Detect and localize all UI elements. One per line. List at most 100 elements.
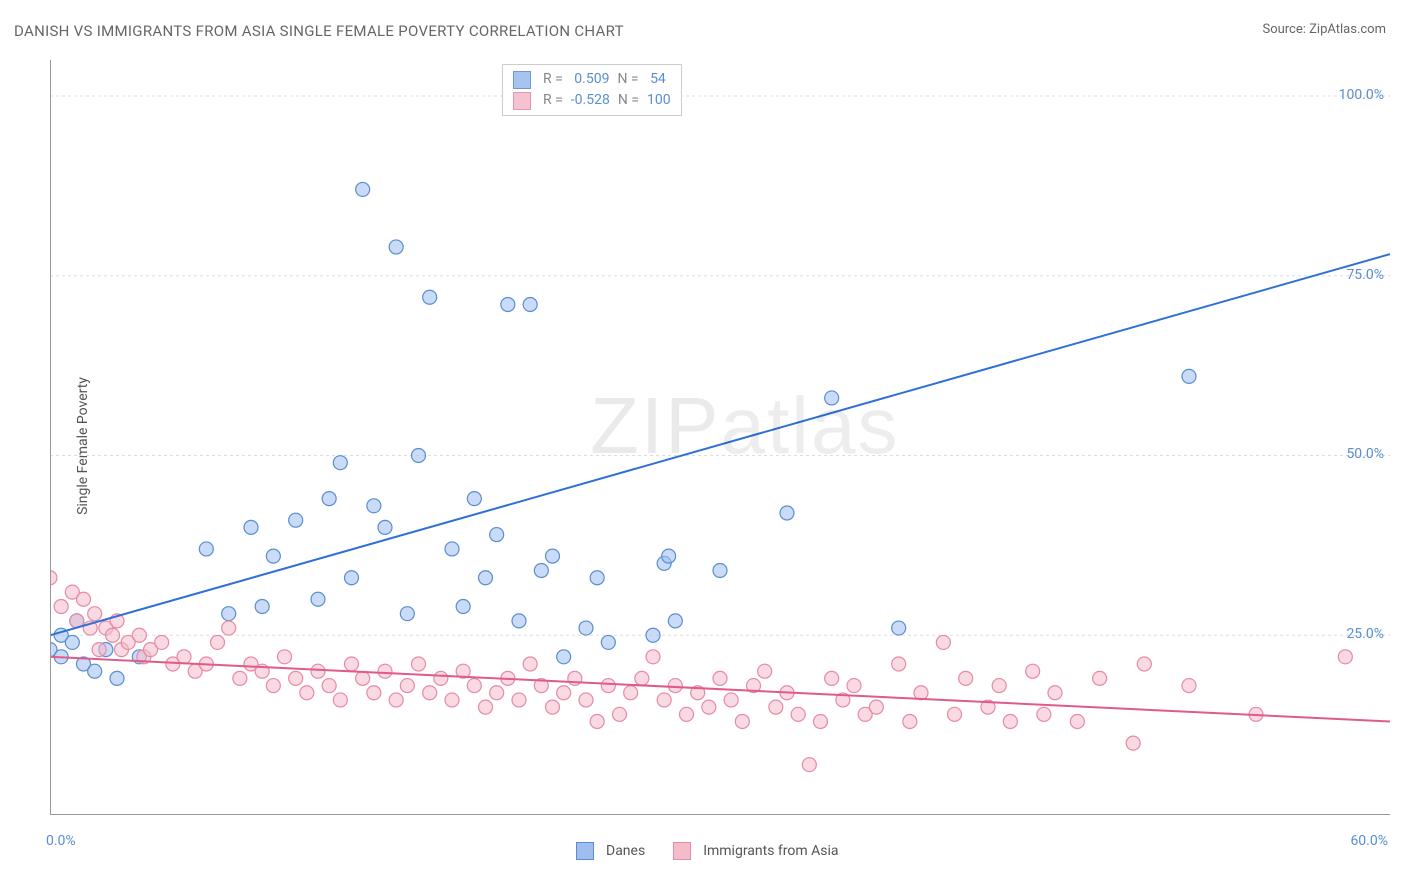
data-point: [77, 592, 91, 606]
data-point: [412, 657, 426, 671]
data-point: [289, 671, 303, 685]
stats-row: R = -0.528 N = 100: [513, 90, 671, 111]
data-point: [333, 693, 347, 707]
data-point: [389, 240, 403, 254]
chart-title: DANISH VS IMMIGRANTS FROM ASIA SINGLE FE…: [14, 22, 624, 40]
data-point: [579, 693, 593, 707]
data-point: [479, 700, 493, 714]
legend-item: Immigrants from Asia: [673, 842, 838, 860]
data-point: [590, 715, 604, 729]
data-point: [289, 513, 303, 527]
data-point: [389, 693, 403, 707]
data-point: [300, 686, 314, 700]
data-point: [959, 671, 973, 685]
data-point: [903, 715, 917, 729]
legend-swatch: [576, 842, 594, 860]
data-point: [1026, 664, 1040, 678]
data-point: [869, 700, 883, 714]
data-point: [233, 671, 247, 685]
data-point: [211, 635, 225, 649]
data-point: [378, 520, 392, 534]
data-point: [434, 671, 448, 685]
data-point: [266, 679, 280, 693]
data-point: [445, 693, 459, 707]
data-point: [546, 549, 560, 563]
y-tick-label: 100.0%: [1339, 87, 1384, 103]
data-point: [345, 571, 359, 585]
data-point: [266, 549, 280, 563]
data-point: [244, 520, 258, 534]
data-point: [345, 657, 359, 671]
data-point: [255, 599, 269, 613]
y-tick-label: 25.0%: [1346, 626, 1384, 642]
data-point: [646, 628, 660, 642]
y-tick-label: 50.0%: [1346, 446, 1384, 462]
chart-container: DANISH VS IMMIGRANTS FROM ASIA SINGLE FE…: [0, 0, 1406, 892]
data-point: [490, 686, 504, 700]
data-point: [50, 571, 57, 585]
data-point: [54, 599, 68, 613]
data-point: [791, 707, 805, 721]
data-point: [680, 707, 694, 721]
data-point: [378, 664, 392, 678]
data-point: [523, 657, 537, 671]
chart-source: Source: ZipAtlas.com: [1262, 22, 1386, 37]
data-point: [412, 448, 426, 462]
data-point: [892, 621, 906, 635]
chart-legend: Danes Immigrants from Asia: [576, 842, 839, 860]
data-point: [88, 607, 102, 621]
data-point: [512, 614, 526, 628]
data-point: [1048, 686, 1062, 700]
data-point: [601, 679, 615, 693]
data-point: [155, 635, 169, 649]
data-point: [1093, 671, 1107, 685]
legend-label: Immigrants from Asia: [703, 843, 838, 859]
data-point: [662, 549, 676, 563]
source-name: ZipAtlas.com: [1309, 22, 1386, 37]
data-point: [1126, 736, 1140, 750]
data-point: [423, 290, 437, 304]
series-swatch: [513, 92, 531, 110]
data-point: [106, 628, 120, 642]
data-point: [668, 614, 682, 628]
data-point: [557, 650, 571, 664]
legend-swatch: [673, 842, 691, 860]
data-point: [278, 650, 292, 664]
legend-label: Danes: [606, 843, 645, 859]
x-tick-label: 60.0%: [1350, 833, 1388, 849]
data-point: [356, 671, 370, 685]
data-point: [456, 599, 470, 613]
data-point: [635, 671, 649, 685]
n-value: 54: [647, 69, 666, 90]
data-point: [1037, 707, 1051, 721]
data-point: [222, 607, 236, 621]
data-point: [132, 628, 146, 642]
data-point: [367, 686, 381, 700]
source-label: Source:: [1262, 22, 1309, 37]
data-point: [1338, 650, 1352, 664]
n-label: N =: [617, 69, 638, 90]
stats-row: R = 0.509 N = 54: [513, 69, 671, 90]
data-point: [501, 297, 515, 311]
data-point: [356, 182, 370, 196]
data-point: [92, 643, 106, 657]
data-point: [534, 564, 548, 578]
data-point: [1137, 657, 1151, 671]
data-point: [769, 700, 783, 714]
r-value: 0.509: [571, 69, 610, 90]
x-axis-line: [50, 814, 1390, 815]
data-point: [65, 635, 79, 649]
data-point: [735, 715, 749, 729]
data-point: [948, 707, 962, 721]
r-label: R =: [543, 69, 563, 90]
data-point: [668, 679, 682, 693]
r-value: -0.528: [571, 90, 610, 111]
data-point: [1070, 715, 1084, 729]
data-point: [780, 506, 794, 520]
n-label: N =: [618, 90, 639, 111]
data-point: [322, 679, 336, 693]
data-point: [1182, 679, 1196, 693]
legend-item: Danes: [576, 842, 645, 860]
data-point: [523, 297, 537, 311]
data-point: [992, 679, 1006, 693]
